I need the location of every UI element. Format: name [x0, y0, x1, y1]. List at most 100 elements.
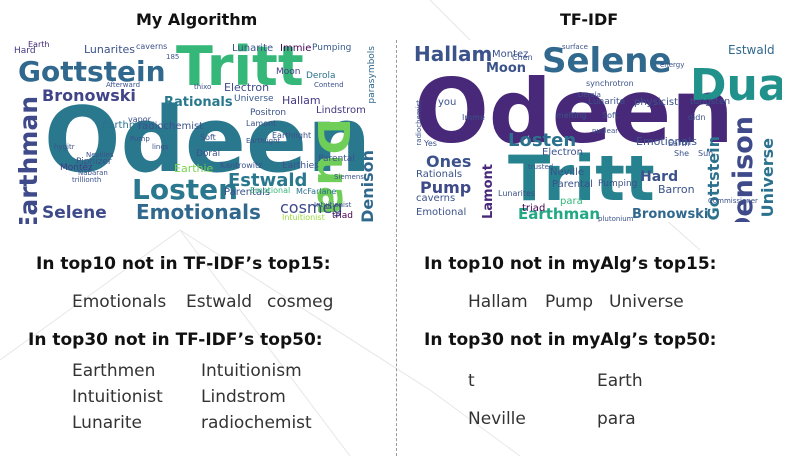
- cloud-word: thixo: [194, 83, 212, 91]
- left-top10-term: Emotionals: [72, 292, 167, 312]
- cloud-word: Earthie: [174, 162, 214, 175]
- right-top10-term: Hallam: [468, 292, 528, 312]
- left-top30-term: Earthmen: [72, 361, 156, 381]
- cloud-word: Parental: [552, 179, 593, 190]
- cloud-word: Moon: [276, 67, 301, 77]
- cloud-word: Emotional: [416, 207, 467, 218]
- cloud-word: Rationals: [416, 169, 463, 180]
- cloud-word: Selene: [542, 41, 672, 81]
- right-panel-title: TF-IDF: [560, 10, 619, 29]
- cloud-word: synchrotron: [586, 79, 634, 88]
- cloud-word: Contend: [314, 81, 344, 89]
- cloud-word: Intuitionist: [314, 201, 352, 209]
- cloud-word: Selene: [42, 203, 107, 223]
- cloud-word: radiochemist: [138, 121, 204, 132]
- cloud-word: Nevilles: [86, 151, 114, 159]
- cloud-word: tungsten: [690, 97, 731, 107]
- cloud-word: Imme: [462, 113, 485, 122]
- cloud-word: energy: [660, 61, 685, 69]
- cloud-word: Montez: [492, 49, 529, 60]
- cloud-word: Soft: [200, 133, 216, 142]
- left-word-cloud: Odeen Tritt Gottstein Losten Earthman Du…: [14, 40, 382, 224]
- cloud-word: Parentals: [224, 187, 271, 198]
- right-top30-term: Neville: [468, 409, 526, 429]
- cloud-word: Pump: [420, 178, 472, 197]
- cloud-word: Tritt: [176, 40, 304, 98]
- cloud-word: Soft: [602, 111, 618, 120]
- cloud-word: Pump: [130, 135, 150, 143]
- right-top30-term: t: [468, 371, 475, 391]
- cloud-word: Lamont: [246, 119, 277, 128]
- cloud-word: Hard: [640, 169, 679, 185]
- cloud-word: trusted: [528, 163, 554, 171]
- cloud-word: Derola: [578, 91, 601, 99]
- right-top30-term: Earth: [597, 371, 643, 391]
- cloud-word: Lunarites: [498, 189, 536, 198]
- cloud-word: Siemens: [334, 173, 364, 181]
- left-top10-term: Estwald: [186, 292, 253, 312]
- cloud-word: Odeen: [414, 60, 734, 163]
- cloud-word: Electron: [224, 81, 270, 94]
- cloud-word: Universe: [234, 94, 274, 104]
- cloud-word: Emotional: [250, 186, 291, 195]
- cloud-word: Electron: [542, 147, 584, 158]
- left-top30-term: Lindstrom: [201, 387, 286, 407]
- left-top10-heading: In top10 not in TF-IDF’s top15:: [36, 254, 331, 274]
- cloud-word: surface: [562, 43, 588, 51]
- cloud-word: Emotionals: [136, 200, 261, 224]
- cloud-word: physicist: [634, 97, 678, 108]
- cloud-word: melting: [556, 111, 587, 120]
- cloud-word: 185: [166, 53, 180, 61]
- cloud-word: Earthmen: [102, 120, 152, 131]
- cloud-word: Lindstrom: [316, 105, 366, 116]
- right-top10-term: Pump: [545, 292, 594, 312]
- left-top30-term: Lunarite: [72, 413, 142, 433]
- cloud-word: nuclear: [592, 127, 619, 135]
- cloud-word: caverns: [136, 42, 168, 51]
- cloud-word: Pumping: [312, 43, 352, 53]
- cloud-word: triad: [332, 211, 353, 221]
- cloud-word: caverns: [416, 193, 456, 204]
- cloud-word: Nabaran: [78, 169, 108, 177]
- cloud-word: you: [438, 97, 457, 108]
- cloud-word: Bronowski: [42, 86, 136, 105]
- cloud-word: Chen: [512, 53, 533, 62]
- cloud-word: Kantrowitz: [220, 161, 263, 170]
- cloud-word: parasymbols: [367, 46, 377, 104]
- cloud-word: cosmeg: [280, 198, 343, 217]
- cloud-word: Intuitionist: [282, 213, 325, 222]
- cloud-word: vapor: [128, 115, 151, 124]
- cloud-word: Estwald: [728, 43, 775, 57]
- cloud-word: Universe: [758, 138, 777, 218]
- cloud-word: Tritt: [508, 142, 655, 215]
- cloud-word: Positron: [250, 108, 287, 118]
- panel-divider: [396, 40, 397, 456]
- cloud-word: She: [674, 149, 690, 158]
- right-top30-term: para: [597, 409, 636, 429]
- left-top10-term: cosmeg: [267, 292, 334, 312]
- right-top30-heading: In top30 not in myAlg’s top50:: [424, 330, 717, 350]
- cloud-word: didn: [688, 113, 706, 122]
- cloud-word: McFarlane: [296, 187, 337, 196]
- cloud-word: radiochemist: [415, 100, 423, 146]
- right-word-cloud: Odeen Tritt Dua Selene Hallam Denison Ea…: [412, 40, 782, 222]
- cloud-word: Earthman: [518, 205, 601, 222]
- cloud-word: Doral: [196, 149, 221, 159]
- cloud-word: Parental: [318, 154, 355, 164]
- cloud-word: Earthlight: [272, 131, 312, 140]
- cloud-word: Earth: [668, 139, 690, 148]
- cloud-word: Sun: [698, 149, 714, 158]
- cloud-word: Pumping: [598, 179, 638, 189]
- cloud-word: Hallam: [282, 94, 321, 107]
- cloud-word: Losten: [132, 173, 239, 206]
- cloud-word: Afterward: [106, 81, 141, 89]
- cloud-word: Derola: [306, 71, 336, 81]
- cloud-word: lings: [152, 143, 169, 151]
- cloud-word: Denison: [728, 116, 759, 222]
- right-top10-heading: In top10 not in myAlg’s top15:: [424, 254, 717, 274]
- cloud-word: Odeen: [44, 88, 372, 193]
- cloud-word: Rationals: [164, 95, 233, 110]
- cloud-word: para: [560, 196, 583, 207]
- cloud-word: Commissioner: [708, 197, 758, 205]
- cloud-word: Lunarite: [232, 43, 274, 54]
